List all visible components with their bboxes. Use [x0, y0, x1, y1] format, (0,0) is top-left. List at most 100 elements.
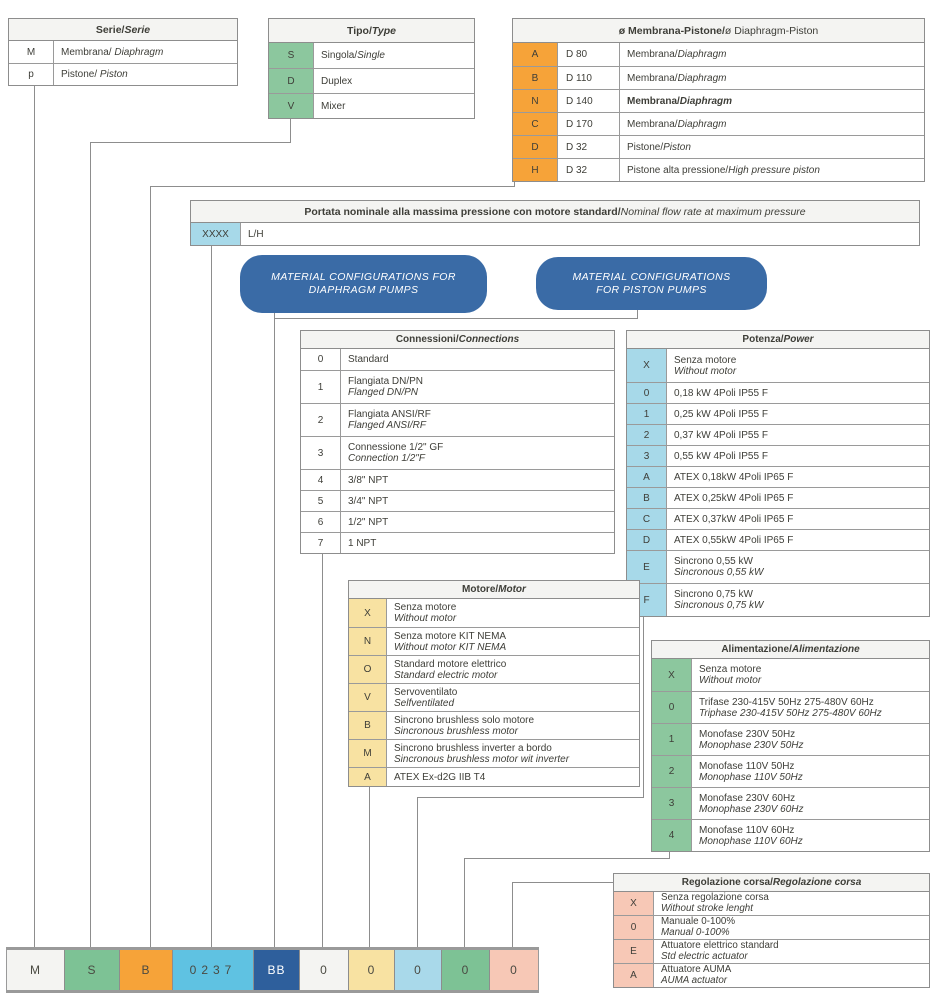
power-table: Potenza/Power X Senza motore Without moto… [626, 330, 930, 617]
diameter-cell: D 32 [558, 136, 620, 158]
value-cell: 3/8" NPT [348, 474, 389, 486]
value-cell: Senza regolazione corsa Without stroke le… [661, 892, 769, 914]
power-row-3: 3 0,55 kW 4Poli IP55 F [627, 445, 929, 466]
power-row-f: F Sincrono 0,75 kW Sincronous 0,75 kW [627, 583, 929, 616]
value-cell: 0,18 kW 4Poli IP55 F [674, 387, 768, 399]
motor-row-o: O Standard motore elettrico Standard elec… [349, 655, 639, 683]
stroke-adjustment-table: Regolazione corsa/Regolazione corsa X Se… [613, 873, 930, 988]
value-cell: Sincrono 0,75 kW Sincronous 0,75 kW [674, 589, 764, 611]
motor-row-v: V Servoventilato Selfventilated [349, 683, 639, 711]
diameter-table: ø Membrana-Pistone/ø Diaphragm-Piston A … [512, 18, 925, 182]
power-row-2: 2 0,37 kW 4Poli IP55 F [627, 424, 929, 445]
key-cell: D [513, 136, 558, 158]
power-row-e: E Sincrono 0,55 kW Sincronous 0,55 kW [627, 550, 929, 583]
key-cell: 3 [627, 446, 667, 466]
code-cell-serie: M [7, 950, 64, 990]
key-cell: 3 [301, 437, 341, 469]
code-cell-material: BB [253, 950, 299, 990]
tipo-table: Tipo/Type S Singola/Single D Duplex V Mi… [268, 18, 475, 119]
connector-alimentazione-drop [464, 858, 465, 947]
key-cell: A [627, 467, 667, 487]
connections-row-5: 5 3/4" NPT [301, 490, 614, 511]
key-cell: C [627, 509, 667, 529]
value-cell: 0,55 kW 4Poli IP55 F [674, 450, 768, 462]
motor-row-m: M Sincrono brushless inverter a bordo Sin… [349, 739, 639, 767]
connector-alimentazione-h [464, 858, 670, 859]
key-cell: B [627, 488, 667, 508]
power-row-1: 1 0,25 kW 4Poli IP55 F [627, 403, 929, 424]
connections-row-7: 7 1 NPT [301, 532, 614, 553]
value-cell: 0,37 kW 4Poli IP55 F [674, 429, 768, 441]
power-header: Potenza/Power [627, 331, 929, 349]
value-cell: Monofase 110V 60Hz Monophase 110V 60Hz [699, 824, 803, 847]
value-cell: Senza motore Without motor [699, 664, 762, 686]
connector-tipo-h [90, 142, 291, 143]
power-row-0: 0 0,18 kW 4Poli IP55 F [627, 382, 929, 403]
supply-row-3: 3 Monofase 230V 60Hz Monophase 230V 60Hz [652, 787, 929, 819]
value-cell: ATEX 0,55kW 4Poli IP65 F [674, 534, 794, 546]
supply-row-4: 4 Monofase 110V 60Hz Monophase 110V 60Hz [652, 819, 929, 851]
flow-rate-table: Portata nominale alla massima pressione … [190, 200, 920, 246]
power-row-c: C ATEX 0,37kW 4Poli IP65 F [627, 508, 929, 529]
material-config-diaphragm-pill: MATERIAL CONFIGURATIONS FOR DIAPHRAGM PU… [240, 255, 487, 313]
connector-material-h [274, 318, 638, 319]
key-cell: 4 [652, 820, 692, 851]
key-cell: 2 [627, 425, 667, 445]
connector-portata-drop [211, 225, 212, 947]
value-cell: Membrana/Diaphragm [627, 72, 727, 84]
connections-header: Connessioni/Connections [301, 331, 614, 349]
key-cell: 7 [301, 533, 341, 553]
diameter-cell: D 32 [558, 159, 620, 181]
supply-row-1: 1 Monofase 230V 50Hz Monophase 230V 50Hz [652, 723, 929, 755]
key-cell: E [627, 551, 667, 583]
supply-row-0: 0 Trifase 230-415V 50Hz 275-480V 60Hz Tri… [652, 691, 929, 723]
value-cell: Flangiata ANSI/RF Flanged ANSI/RF [348, 409, 431, 431]
key-cell: X [614, 892, 654, 915]
connector-material-drop [274, 300, 275, 947]
value-cell: Mixer [321, 100, 346, 112]
value-cell: Manuale 0-100% Manual 0-100% [661, 916, 736, 938]
motor-row-x: X Senza motore Without motor [349, 599, 639, 627]
connector-motore-drop [369, 760, 370, 947]
value-cell: Membrana/Diaphragm [627, 118, 727, 130]
value-cell: ATEX Ex-d2G IIB T4 [394, 771, 486, 783]
connector-connessioni-drop [322, 530, 323, 947]
value-cell: Senza motore Without motor [394, 602, 457, 624]
flow-unit-cell: L/H [248, 228, 264, 240]
value-cell: Pistone alta pressione/High pressure pis… [627, 164, 820, 176]
key-cell: X [349, 599, 387, 627]
material-config-piston-pill: MATERIAL CONFIGURATIONS FOR PISTON PUMPS [536, 257, 767, 310]
key-cell: M [349, 740, 387, 767]
key-cell: A [513, 43, 558, 66]
connector-regolazione-drop [512, 882, 513, 947]
connections-row-1: 1 Flangiata DN/PN Flanged DN/PN [301, 370, 614, 403]
key-cell: A [614, 964, 654, 987]
key-cell: 0 [301, 349, 341, 370]
value-cell: Connessione 1/2" GF Connection 1/2"F [348, 442, 444, 464]
connector-tipo-v [290, 100, 291, 142]
connector-tipo-drop [90, 142, 91, 947]
stroke-row-a: A Attuatore AUMA AUMA actuator [614, 963, 929, 987]
key-cell: B [349, 712, 387, 739]
connector-serie [34, 70, 35, 947]
tipo-row-d: D Duplex [269, 68, 474, 93]
code-cell-diameter: B [119, 950, 172, 990]
value-cell: Membrana/Diaphragm [627, 49, 727, 60]
connector-potenza-v [643, 600, 644, 797]
value-cell: Singola/Single [321, 50, 385, 61]
key-cell: 6 [301, 512, 341, 532]
diameter-cell: D 110 [558, 67, 620, 89]
key-cell: A [349, 768, 387, 786]
key-cell: C [513, 113, 558, 135]
supply-row-x: X Senza motore Without motor [652, 659, 929, 691]
value-cell: Pistone/ Piston [61, 69, 128, 80]
key-cell: 4 [301, 470, 341, 490]
key-cell: O [349, 656, 387, 683]
key-cell: S [269, 43, 314, 68]
key-cell: E [614, 940, 654, 963]
diameter-row-b: B D 110 Membrana/Diaphragm [513, 66, 924, 89]
serie-row-m: M Membrana/ Diaphragm [9, 41, 237, 63]
value-cell: Membrana/Diaphragm [627, 95, 733, 107]
flow-code-cell: XXXX [191, 223, 241, 245]
supply-table: Alimentazione/Alimentazione X Senza moto… [651, 640, 930, 852]
